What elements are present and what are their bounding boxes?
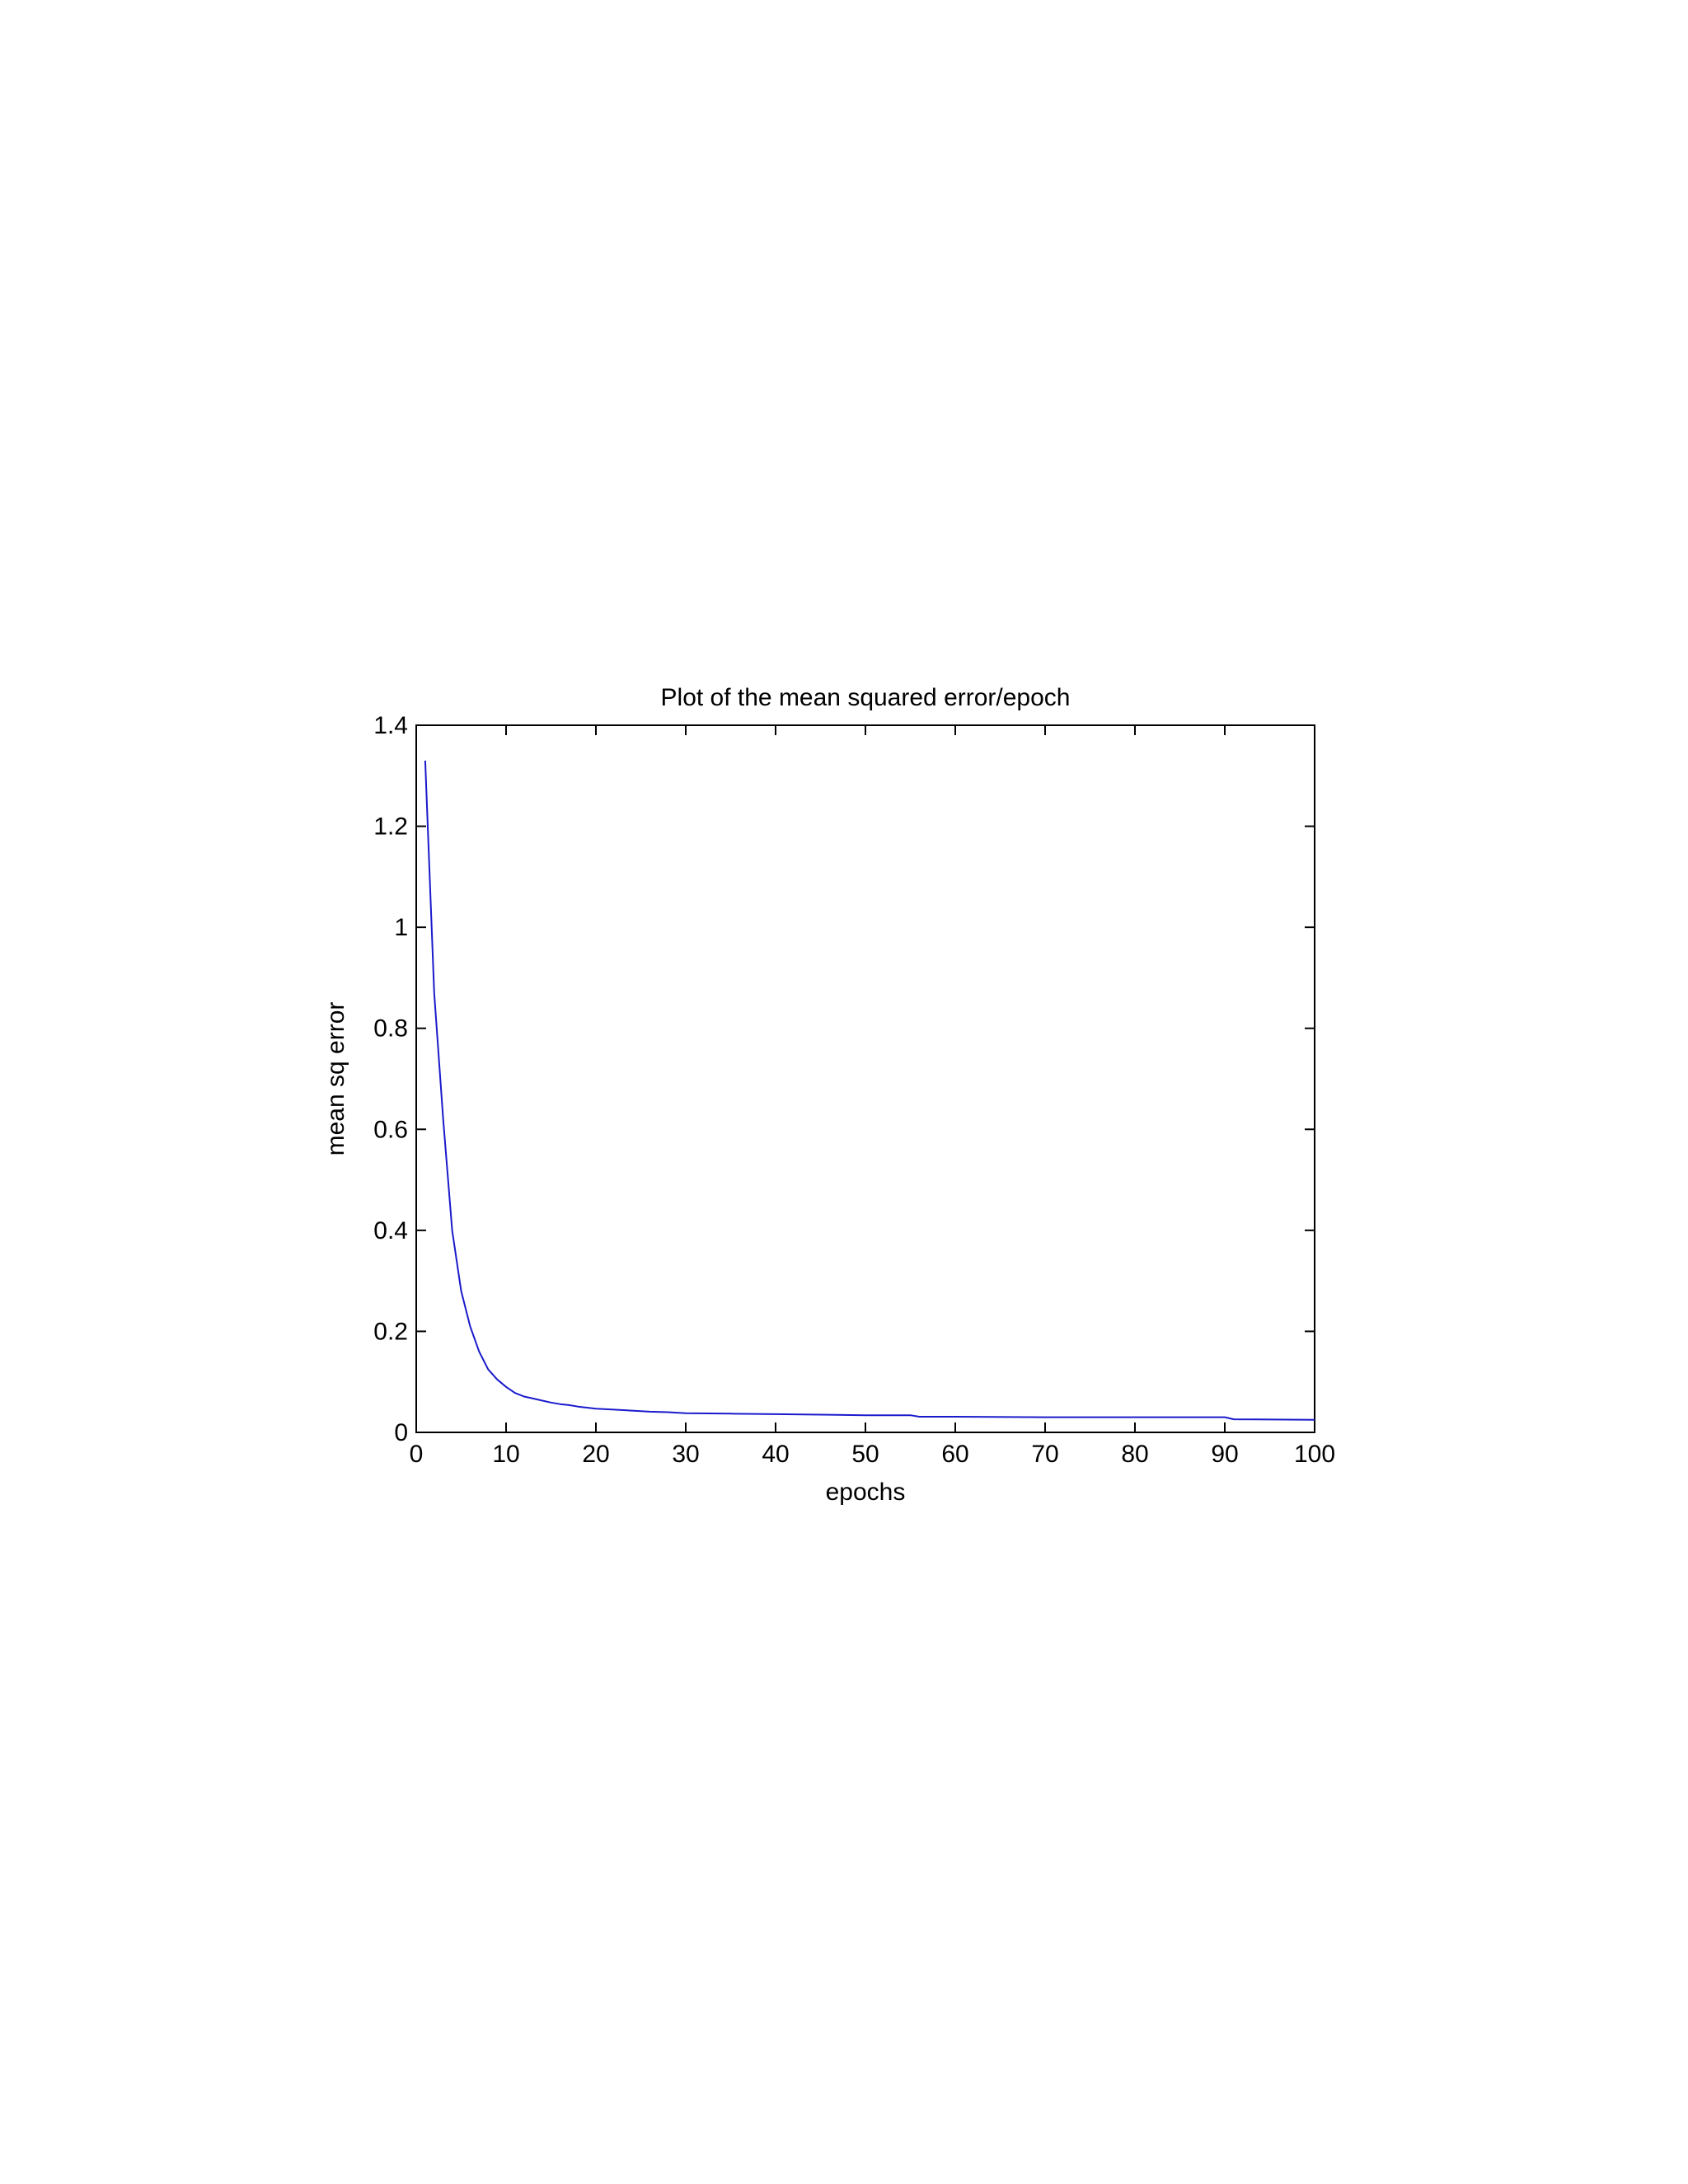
x-tick-label: 100	[1294, 1441, 1335, 1468]
x-tick-label: 20	[582, 1441, 609, 1468]
x-tick-label: 10	[492, 1441, 519, 1468]
y-tick-labels: 0 0.2 0.4 0.6 0.8 1 1.2 1.4	[373, 712, 408, 1446]
x-tick-label: 0	[410, 1441, 424, 1468]
y-tick-label: 0.4	[373, 1217, 408, 1244]
y-tick-label: 1.4	[373, 712, 408, 739]
x-tick-label: 90	[1211, 1441, 1238, 1468]
plot-area	[415, 724, 1315, 1433]
y-tick-label: 0.8	[373, 1015, 408, 1043]
x-tick-labels: 0 10 20 30 40 50 60 70 80 90 100	[410, 1441, 1335, 1468]
x-tick-label: 80	[1121, 1441, 1148, 1468]
y-tick-label: 1.2	[373, 813, 408, 841]
x-tick-label: 30	[672, 1441, 699, 1468]
series-layer	[424, 760, 1315, 1421]
x-tick-label: 70	[1031, 1441, 1058, 1468]
x-tick-label: 60	[941, 1441, 968, 1468]
y-tick-label: 0	[394, 1419, 408, 1446]
x-axis-label: epochs	[826, 1479, 906, 1506]
y-tick-label: 0.2	[373, 1318, 408, 1345]
series-line	[424, 760, 1315, 1421]
chart-title: Plot of the mean squared error/epoch	[661, 684, 1071, 711]
y-tick-label: 1	[394, 914, 408, 941]
x-tick-label: 40	[762, 1441, 789, 1468]
y-axis-label: mean sq error	[322, 1002, 349, 1156]
y-tick-label: 0.6	[373, 1116, 408, 1143]
x-tick-label: 50	[851, 1441, 879, 1468]
